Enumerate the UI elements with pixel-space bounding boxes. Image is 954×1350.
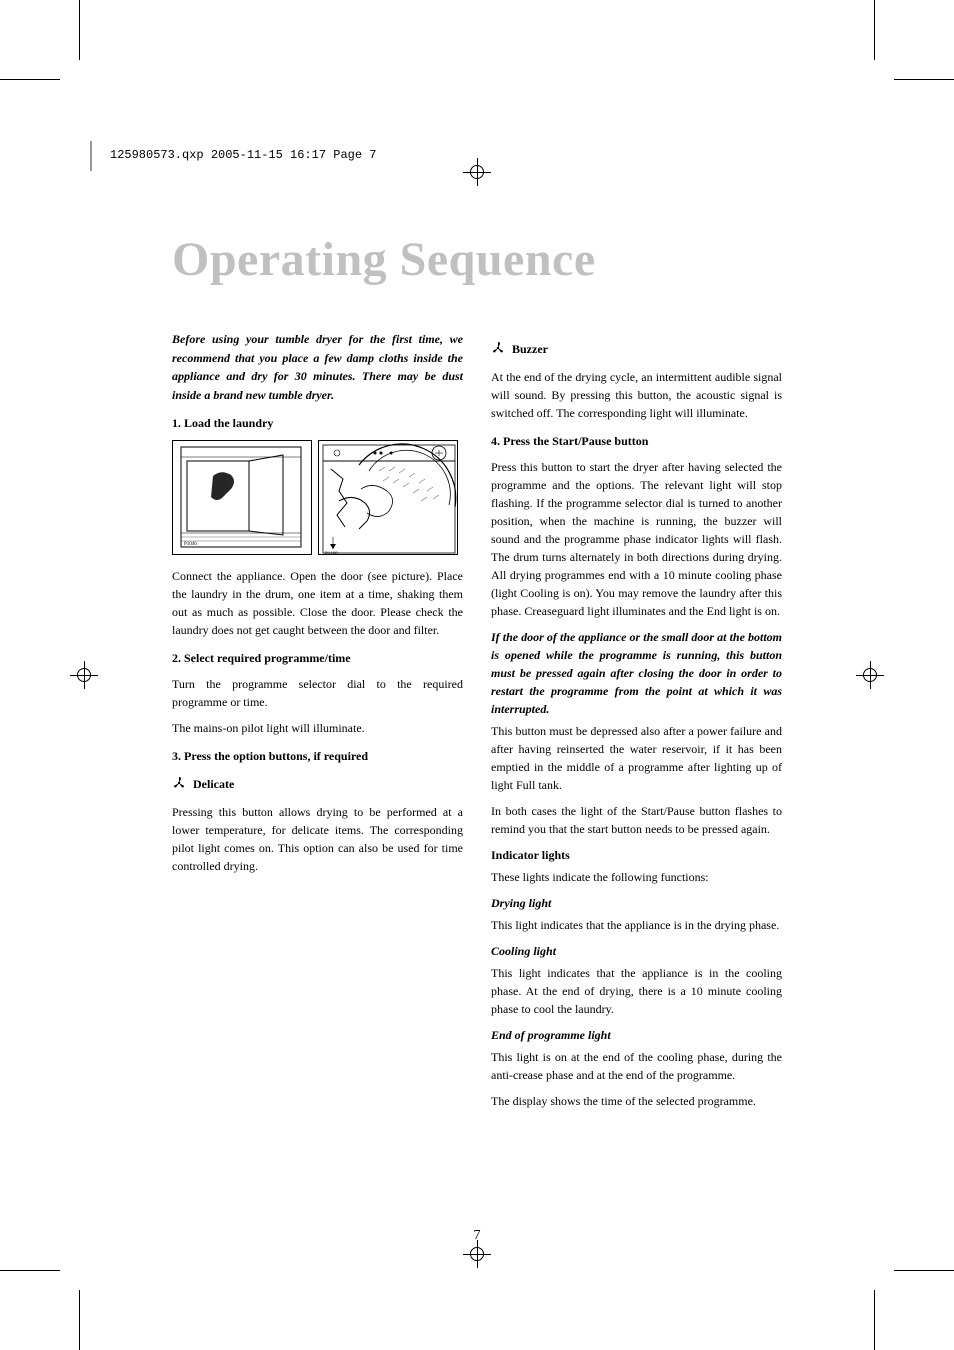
- indicator-heading: Indicator lights: [491, 846, 782, 864]
- propeller-icon: [172, 776, 186, 795]
- step2-body2: The mains-on pilot light will illuminate…: [172, 719, 463, 737]
- step4-body3: In both cases the light of the Start/Pau…: [491, 802, 782, 838]
- registration-mark: [856, 661, 884, 689]
- svg-text:P1046: P1046: [184, 542, 197, 547]
- svg-text:P1108: P1108: [325, 552, 338, 555]
- cooling-sub: Cooling light: [491, 942, 782, 960]
- figure-dryer-drum: P1108: [318, 440, 458, 555]
- buzzer-heading: Buzzer: [491, 340, 782, 360]
- step1-body: Connect the appliance. Open the door (se…: [172, 567, 463, 639]
- buzzer-body: At the end of the drying cycle, an inter…: [491, 368, 782, 422]
- step4-body: Press this button to start the dryer aft…: [491, 458, 782, 620]
- right-column: Buzzer At the end of the drying cycle, a…: [491, 330, 782, 1118]
- page-number: 7: [474, 1228, 481, 1244]
- crop-mark: [894, 79, 954, 80]
- figure-dryer-door: P1046: [172, 440, 312, 555]
- header-source-text: 125980573.qxp 2005-11-15 16:17 Page 7: [110, 148, 376, 162]
- delicate-heading: Delicate: [172, 775, 463, 795]
- left-column: Before using your tumble dryer for the f…: [172, 330, 463, 1118]
- crop-mark: [79, 1290, 80, 1350]
- delicate-body: Pressing this button allows drying to be…: [172, 803, 463, 875]
- registration-mark: [70, 661, 98, 689]
- end-body1: This light is on at the end of the cooli…: [491, 1048, 782, 1084]
- intro-text: Before using your tumble dryer for the f…: [172, 330, 463, 404]
- page-title: Operating Sequence: [172, 232, 596, 287]
- figure-row: P1046: [172, 440, 463, 555]
- crop-mark: [894, 1270, 954, 1271]
- step4-body2: This button must be depressed also after…: [491, 722, 782, 794]
- drying-body: This light indicates that the appliance …: [491, 916, 782, 934]
- step1-heading: 1. Load the laundry: [172, 414, 463, 432]
- crop-mark: [874, 1290, 875, 1350]
- end-body2: The display shows the time of the select…: [491, 1092, 782, 1110]
- step4-heading: 4. Press the Start/Pause button: [491, 432, 782, 450]
- crop-mark: [0, 79, 60, 80]
- crop-mark: [0, 1270, 60, 1271]
- propeller-icon: [491, 341, 505, 360]
- buzzer-label: Buzzer: [512, 342, 548, 356]
- drying-sub: Drying light: [491, 894, 782, 912]
- crop-mark: [874, 0, 875, 60]
- end-sub: End of programme light: [491, 1026, 782, 1044]
- registration-mark: [463, 1240, 491, 1268]
- delicate-label: Delicate: [193, 777, 234, 791]
- step2-body1: Turn the programme selector dial to the …: [172, 675, 463, 711]
- step3-heading: 3. Press the option buttons, if required: [172, 747, 463, 765]
- step4-note: If the door of the appliance or the smal…: [491, 628, 782, 718]
- content-area: Before using your tumble dryer for the f…: [172, 330, 782, 1118]
- step2-heading: 2. Select required programme/time: [172, 649, 463, 667]
- cooling-body: This light indicates that the appliance …: [491, 964, 782, 1018]
- header-pin: [90, 141, 92, 171]
- registration-mark: [463, 158, 491, 186]
- crop-mark: [79, 0, 80, 60]
- indicator-body: These lights indicate the following func…: [491, 868, 782, 886]
